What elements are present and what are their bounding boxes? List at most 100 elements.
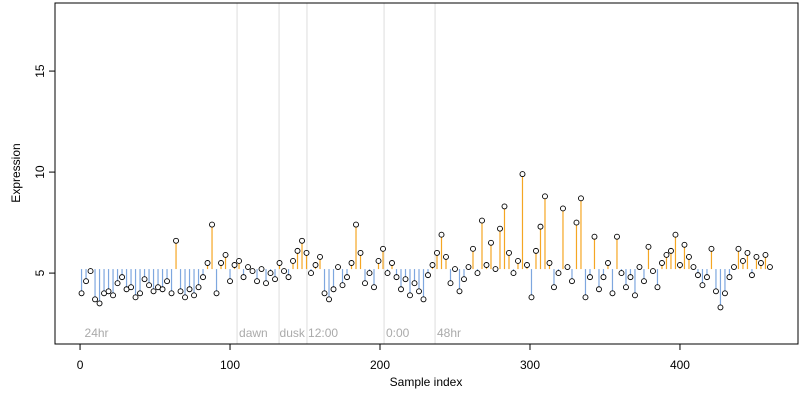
point bbox=[645, 243, 652, 250]
point bbox=[218, 260, 224, 266]
point bbox=[623, 284, 629, 291]
point bbox=[695, 272, 701, 279]
point bbox=[132, 294, 139, 301]
point bbox=[668, 247, 674, 254]
point bbox=[209, 221, 215, 228]
point bbox=[546, 260, 553, 266]
point bbox=[519, 171, 526, 178]
point bbox=[618, 270, 625, 277]
point bbox=[699, 282, 706, 289]
point bbox=[470, 245, 476, 252]
point bbox=[357, 249, 364, 256]
point bbox=[303, 249, 310, 256]
point bbox=[767, 264, 773, 270]
point bbox=[231, 262, 238, 268]
point bbox=[177, 288, 184, 295]
point bbox=[236, 258, 242, 264]
point bbox=[146, 282, 152, 289]
point bbox=[222, 251, 229, 258]
event-label: 48hr bbox=[437, 326, 461, 340]
point bbox=[722, 290, 728, 297]
point bbox=[186, 286, 193, 293]
point bbox=[227, 278, 233, 285]
point bbox=[312, 262, 319, 268]
point bbox=[83, 278, 89, 285]
point bbox=[497, 225, 503, 232]
point bbox=[713, 288, 719, 295]
point bbox=[447, 280, 454, 287]
point bbox=[191, 292, 197, 299]
x-tick-label: 100 bbox=[220, 358, 240, 372]
point bbox=[573, 219, 580, 226]
point bbox=[600, 274, 607, 281]
point bbox=[389, 260, 395, 266]
point bbox=[605, 260, 611, 266]
y-axis-label: Expression bbox=[9, 143, 23, 202]
point bbox=[416, 288, 422, 295]
point bbox=[87, 268, 94, 275]
point bbox=[735, 245, 742, 252]
point bbox=[371, 284, 377, 291]
point bbox=[339, 282, 346, 289]
point bbox=[515, 258, 521, 264]
point bbox=[483, 262, 490, 268]
point bbox=[110, 292, 116, 299]
point bbox=[335, 264, 341, 270]
point bbox=[537, 223, 544, 230]
x-tick-label: 300 bbox=[520, 358, 540, 372]
point bbox=[564, 264, 571, 270]
point bbox=[479, 217, 485, 224]
point bbox=[555, 270, 562, 277]
point bbox=[704, 274, 710, 281]
point bbox=[137, 290, 143, 297]
point bbox=[717, 304, 724, 311]
point bbox=[407, 292, 413, 299]
point bbox=[96, 300, 103, 307]
y-tick-label: 5 bbox=[33, 269, 47, 276]
point bbox=[411, 280, 418, 287]
point bbox=[569, 278, 575, 285]
x-tick-label: 400 bbox=[670, 358, 690, 372]
point bbox=[150, 288, 157, 295]
point bbox=[663, 251, 670, 258]
point bbox=[726, 274, 733, 281]
point bbox=[398, 286, 404, 293]
point bbox=[344, 274, 350, 281]
point bbox=[326, 296, 332, 303]
point bbox=[290, 258, 296, 264]
point bbox=[443, 253, 449, 260]
point bbox=[708, 245, 715, 252]
point bbox=[114, 280, 121, 287]
point bbox=[434, 249, 440, 256]
point bbox=[258, 266, 265, 273]
point bbox=[168, 290, 175, 297]
point bbox=[533, 247, 539, 254]
point bbox=[524, 262, 530, 268]
point bbox=[650, 268, 656, 275]
point bbox=[551, 284, 557, 291]
point bbox=[375, 258, 382, 264]
point bbox=[393, 274, 400, 281]
point bbox=[654, 284, 661, 291]
event-label: 0:00 bbox=[386, 326, 410, 340]
point bbox=[632, 292, 638, 299]
point bbox=[92, 296, 98, 303]
point bbox=[366, 270, 373, 277]
point bbox=[465, 264, 472, 270]
point bbox=[294, 247, 301, 254]
point bbox=[245, 264, 251, 270]
point bbox=[240, 274, 247, 281]
point bbox=[758, 260, 764, 266]
point bbox=[182, 294, 188, 301]
point bbox=[578, 195, 584, 202]
point bbox=[128, 284, 134, 291]
point bbox=[461, 276, 467, 283]
point bbox=[749, 272, 755, 279]
point bbox=[636, 264, 643, 270]
point bbox=[348, 260, 355, 266]
point bbox=[740, 258, 746, 264]
event-label: 12:00 bbox=[308, 326, 338, 340]
point bbox=[452, 266, 458, 273]
event-label: 24hr bbox=[85, 326, 109, 340]
